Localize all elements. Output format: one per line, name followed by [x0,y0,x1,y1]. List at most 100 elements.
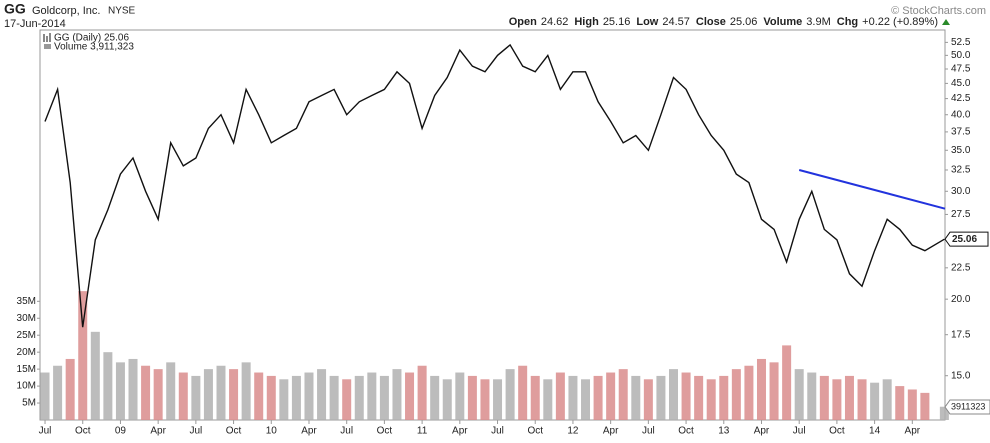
volume-bar [694,375,704,420]
summary-value: 24.62 [541,16,569,28]
x-tick-label: Oct [226,426,242,437]
volume-bar [153,369,163,420]
volume-bar [65,358,75,420]
volume-bar [317,369,327,420]
price-tag: 25.06 [952,234,977,245]
x-tick-label: Apr [754,426,770,437]
volume-bar [870,382,880,420]
y-tick-label: 5M [22,398,36,409]
x-tick-label: Jul [340,426,353,437]
volume-bar [719,375,729,420]
summary-label: Low [636,16,658,28]
volume-bar [794,369,804,420]
exchange: NYSE [108,6,136,17]
volume-bar [266,375,276,420]
y-tick-label: 35M [17,296,36,307]
volume-bar [379,375,389,420]
volume-bar [229,369,239,420]
x-tick-label: 11 [417,426,428,437]
volume-bar [354,375,364,420]
volume-bar [40,372,50,420]
volume-bar [756,358,766,420]
volume-bar [203,369,213,420]
summary-label: High [574,16,599,28]
price-line [44,43,945,328]
x-tick-label: Jul [189,426,202,437]
legend-price: GG (Daily) 25.06 [54,33,129,44]
x-tick-label: Oct [75,426,91,437]
volume-bar [405,372,415,420]
volume-bar [178,372,188,420]
volume-bar [392,369,402,420]
volume-bar [480,379,490,420]
volume-bar [618,369,628,420]
volume-bar [882,379,892,420]
volume-bar [166,362,176,420]
volume-bar [731,369,741,420]
volume-bar [606,372,616,420]
x-tick-label: 09 [115,426,127,437]
summary-value: 25.16 [603,16,631,28]
volume-bar [279,379,289,420]
price-tag-box [944,231,989,247]
volume-bar [581,379,591,420]
trendline [798,169,946,210]
volume-bar [417,365,427,420]
volume-bar [430,375,440,420]
y-tick-label: 30M [17,313,36,324]
volume-bar [505,369,515,420]
y-tick-label: 25M [17,330,36,341]
x-tick-label: 10 [266,426,278,437]
volume-bar [568,375,578,420]
volume-bar [103,352,113,420]
symbol: GG [4,1,26,17]
y-tick-label: 10M [17,381,36,392]
volume-bar [706,379,716,420]
volume-bar [857,379,867,420]
date: 17-Jun-2014 [4,18,66,30]
x-tick-label: Oct [527,426,543,437]
volume-bar [518,365,528,420]
volume-bar [254,372,264,420]
summary-value: 25.06 [730,16,758,28]
y2-tick-label: 30.0 [951,186,971,197]
up-arrow [942,19,950,25]
volume-tag: 3911323 [951,401,985,411]
y2-tick-label: 50.0 [951,50,971,61]
x-tick-label: Jul [39,426,52,437]
x-tick-label: Apr [150,426,166,437]
volume-bar [769,362,779,420]
summary-text: Open 24.62 High 25.16 Low 24.57 Close 25.06 Volu… [509,16,938,28]
volume-bar [593,375,603,420]
y-tick-label: 20M [17,347,36,358]
x-tick-label: Oct [377,426,393,437]
y2-tick-label: 27.5 [951,209,971,220]
volume-bar [78,291,88,420]
volume-bar [656,375,666,420]
volume-bar [631,375,641,420]
y2-tick-label: 15.0 [951,370,971,381]
plot-frame [39,29,946,421]
summary: Open 24.62 High 25.16 Low 24.57 Close 25.06 Volu… [509,16,938,28]
volume-bar [939,406,949,420]
volume-bar [141,365,151,420]
volume-bar [744,365,754,420]
copyright: © StockCharts.com [891,5,986,17]
volume-bar [90,331,100,420]
volume-bar [643,379,653,420]
y2-tick-label: 35.0 [951,145,971,156]
volume-tag-box [944,399,990,415]
volume-bar [53,365,63,420]
volume-bar [455,372,465,420]
x-tick-label: Jul [793,426,806,437]
volume-bar [367,372,377,420]
volume-bar [442,379,452,420]
volume-bar [669,369,678,420]
y2-tick-label: 52.5 [951,37,971,48]
volume-bar [342,379,352,420]
legend-icon [43,33,51,42]
x-tick-label: Apr [603,426,619,437]
summary-label: Chg [837,16,858,28]
company: Goldcorp, Inc. [32,5,100,17]
volume-bar [543,379,553,420]
